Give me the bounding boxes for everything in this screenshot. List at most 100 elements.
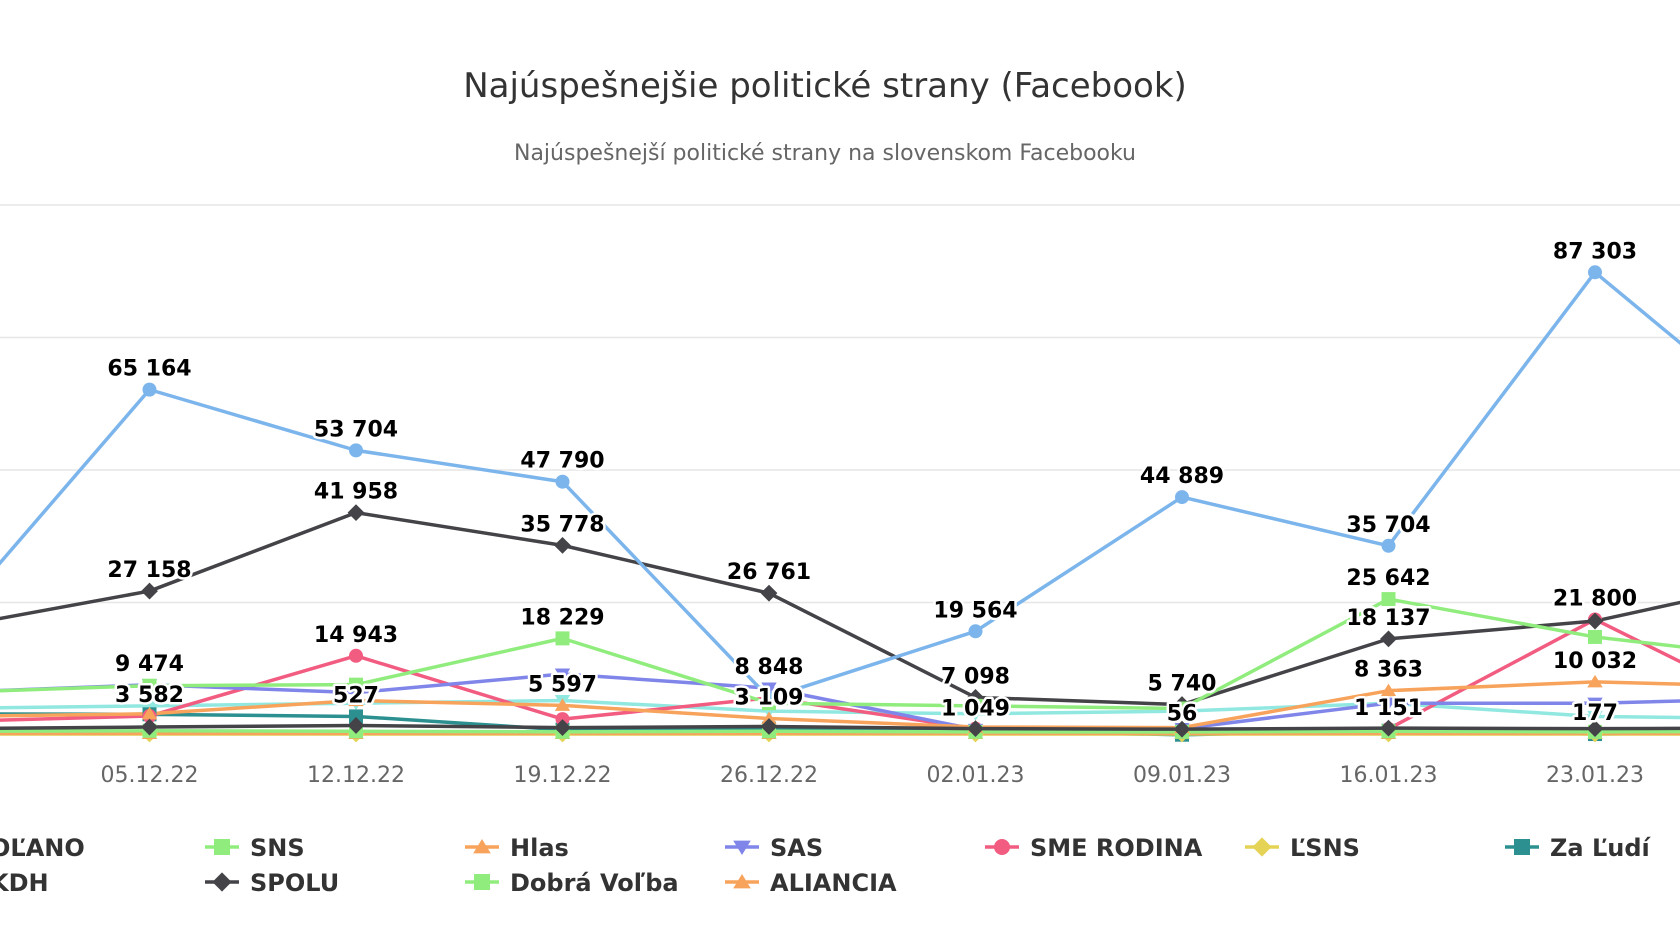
legend-symbol-icon <box>1252 837 1272 857</box>
data-label: 10 032 <box>1553 649 1637 674</box>
legend-label: SNS <box>250 834 305 862</box>
legend-symbol-icon <box>733 874 751 889</box>
point-kdh[interactable] <box>1380 719 1397 737</box>
point-olano[interactable] <box>555 474 570 489</box>
data-label: 7 098 <box>941 664 1010 689</box>
point-olano[interactable] <box>1381 538 1396 553</box>
point-olano[interactable] <box>968 624 983 639</box>
series-line-dobra-volba <box>0 729 1680 734</box>
data-label: 1 049 <box>941 696 1010 721</box>
legend-symbol-icon <box>474 874 490 890</box>
legend-item-dobra-volba[interactable]: Dobrá Voľba <box>465 869 679 897</box>
point-spolu[interactable] <box>760 584 778 602</box>
point-spolu[interactable] <box>1380 630 1397 648</box>
data-label: 27 158 <box>107 558 191 583</box>
legend-symbol-icon <box>1514 839 1530 855</box>
legend-label: Za Ľudí <box>1550 834 1652 862</box>
point-sns[interactable] <box>555 631 570 646</box>
legend-symbol-icon <box>733 840 751 855</box>
point-hlas[interactable] <box>1587 674 1603 688</box>
legend-label: Hlas <box>510 834 569 862</box>
legend[interactable]: OĽANO SNS Hlas SAS SME RODINA ĽSNS Za Ľudí KDH S… <box>0 834 1652 897</box>
point-spolu[interactable] <box>141 582 158 600</box>
point-hlas[interactable] <box>141 706 158 720</box>
point-hlas[interactable] <box>1380 683 1397 697</box>
data-label: 56 <box>1167 702 1198 727</box>
legend-item-za-ludi[interactable]: Za Ľudí <box>1505 834 1652 862</box>
point-kdh[interactable] <box>967 720 984 738</box>
legend-label: Dobrá Voľba <box>510 869 679 897</box>
legend-item-kdh[interactable]: KDH <box>0 869 49 897</box>
legend-item-hlas[interactable]: Hlas <box>465 834 569 862</box>
series-line-sns <box>0 597 1680 711</box>
x-tick-label: 12.12.22 <box>307 763 405 788</box>
point-kdh[interactable] <box>1586 720 1604 738</box>
point-sns[interactable] <box>1381 592 1396 607</box>
data-label: 177 <box>1572 701 1618 726</box>
data-label: 18 229 <box>520 605 604 630</box>
x-tick-label: 09.01.23 <box>1133 763 1231 788</box>
x-tick-label: 19.12.22 <box>514 763 612 788</box>
legend-symbol-icon <box>473 839 491 854</box>
point-kdh[interactable] <box>760 718 778 735</box>
data-label: 8 363 <box>1354 658 1423 683</box>
point-olano[interactable] <box>1588 265 1602 280</box>
data-label: 53 704 <box>314 417 398 442</box>
point-sas[interactable] <box>554 668 571 682</box>
series-line-kdh <box>0 723 1680 731</box>
point-sas[interactable] <box>761 682 777 696</box>
point-sme-rodina[interactable] <box>555 712 570 727</box>
legend-label: ĽSNS <box>1290 834 1360 862</box>
legend-item-aliancia[interactable]: ALIANCIA <box>725 869 897 897</box>
point-sme-rodina[interactable] <box>349 648 363 663</box>
point-hlas[interactable] <box>761 711 777 725</box>
point-spolu[interactable] <box>554 536 571 554</box>
series-line-olano <box>0 270 1680 700</box>
legend-item-spolu[interactable]: SPOLU <box>205 869 339 897</box>
point-hlas[interactable] <box>554 698 571 711</box>
series-line-sas <box>0 672 1680 732</box>
series-lines <box>0 270 1680 737</box>
point-sns[interactable] <box>142 678 157 693</box>
point-olano[interactable] <box>1175 490 1189 505</box>
point-kdh[interactable] <box>554 719 571 736</box>
legend-label: OĽANO <box>0 834 85 862</box>
legend-item-olano[interactable]: OĽANO <box>0 834 85 862</box>
point-olano[interactable] <box>349 443 363 458</box>
legend-item-sme-rodina[interactable]: SME RODINA <box>985 834 1203 862</box>
point-spolu[interactable] <box>1586 612 1604 630</box>
legend-symbol-icon <box>994 839 1010 855</box>
data-label: 26 761 <box>727 560 811 585</box>
data-label: 3 109 <box>735 686 804 711</box>
data-label: 44 889 <box>1140 464 1224 489</box>
point-sns[interactable] <box>349 677 363 692</box>
series-markers[interactable] <box>0 265 1680 743</box>
legend-item-sas[interactable]: SAS <box>725 834 823 862</box>
point-kdh[interactable] <box>141 718 158 736</box>
x-axis: 05.12.22 12.12.22 19.12.22 26.12.22 02.01.23… <box>101 763 1644 788</box>
data-label: 5 597 <box>528 672 597 697</box>
point-sns[interactable] <box>1588 629 1602 644</box>
legend-item-lsns[interactable]: ĽSNS <box>1245 834 1360 862</box>
legend-label: ALIANCIA <box>770 869 897 897</box>
point-spolu[interactable] <box>347 504 365 522</box>
data-label: 25 642 <box>1346 566 1430 591</box>
data-label: 41 958 <box>314 480 398 505</box>
legend-item-sns[interactable]: SNS <box>205 834 305 862</box>
data-label: 527 <box>333 683 379 708</box>
point-kdh[interactable] <box>347 717 365 734</box>
point-kdh[interactable] <box>1173 720 1191 738</box>
point-olano[interactable] <box>142 382 157 397</box>
point-olano[interactable] <box>762 690 776 705</box>
point-republika[interactable] <box>1587 710 1603 724</box>
point-hlas[interactable] <box>348 693 364 707</box>
point-sns[interactable] <box>1175 701 1189 716</box>
point-sas[interactable] <box>1380 697 1397 711</box>
point-republika[interactable] <box>141 700 158 713</box>
point-sns[interactable] <box>968 698 983 713</box>
series-line-spolu <box>0 510 1680 707</box>
data-label: 21 800 <box>1553 586 1637 611</box>
point-sas[interactable] <box>1587 697 1603 711</box>
point-za-ludi[interactable] <box>349 709 363 724</box>
